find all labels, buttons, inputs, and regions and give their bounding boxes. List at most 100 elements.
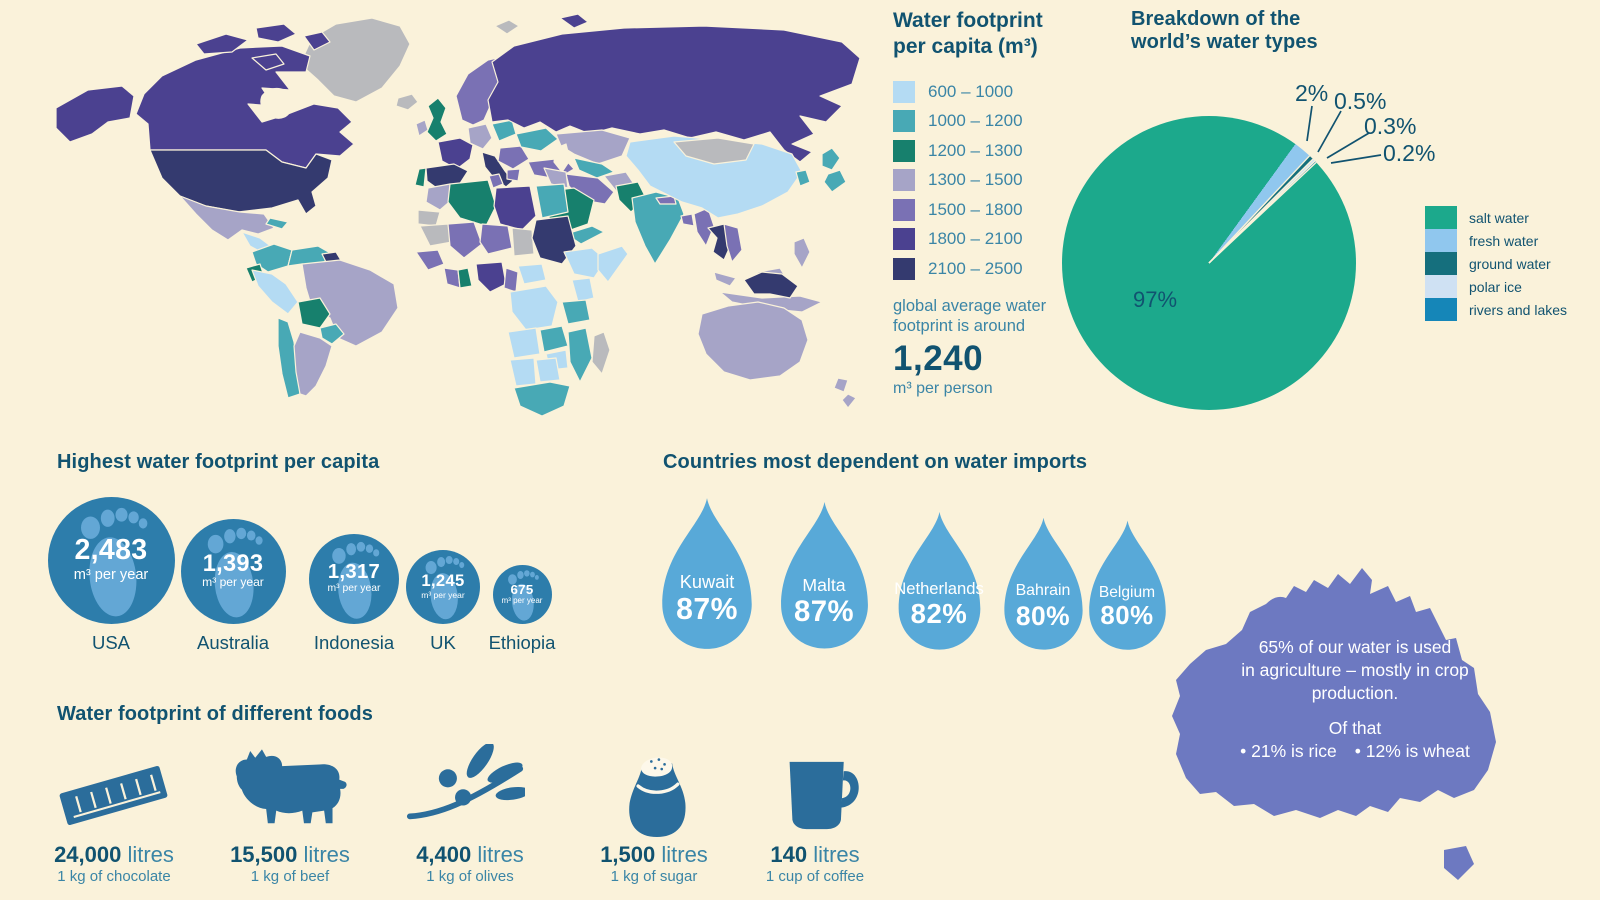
map-region-iceland — [395, 93, 419, 111]
map-region-vietnam — [723, 223, 743, 263]
legend-range-label: 1500 – 1800 — [928, 199, 1023, 219]
legend-range-label: 600 – 1000 — [928, 81, 1014, 101]
map-legend-title: Water footprint per capita (m³) — [893, 9, 1043, 58]
australia-fact-text: 65% of our water is used in agriculture … — [1210, 636, 1500, 763]
footprint-value: 1,245 — [421, 571, 465, 591]
map-region-angola — [507, 327, 541, 359]
map-region-mexico — [179, 195, 275, 241]
drop-country-label: Belgium — [1098, 584, 1156, 601]
map-region-greece — [506, 168, 521, 182]
food-value: 140 litres — [705, 842, 925, 868]
map-legend-item: 1800 – 2100 — [893, 225, 1123, 255]
map-average-note: global average water footprint is around — [893, 296, 1047, 336]
map-region-yemen-oman — [565, 225, 605, 245]
map-region-kenya — [571, 277, 595, 303]
australia-silhouette — [1172, 568, 1496, 880]
food-value-unit: litres — [807, 842, 860, 867]
map-region-balkans — [497, 145, 530, 170]
map-region-dr-congo — [509, 285, 559, 331]
map-region-mauritania — [419, 223, 453, 247]
drop-text: Belgium 80% — [1071, 584, 1184, 632]
legend-swatch — [893, 80, 915, 103]
cow-icon-svg — [235, 749, 347, 824]
map-region-egypt — [535, 183, 569, 219]
map-average-unit: m³ per person — [893, 379, 993, 397]
map-hudson-bay — [260, 87, 293, 119]
drop-text: Malta 87% — [762, 575, 887, 629]
coffee-mug-icon — [784, 758, 868, 833]
legend-swatch — [893, 198, 915, 221]
map-region-germany — [467, 123, 493, 150]
legend-range-label: 1000 – 1200 — [928, 111, 1023, 131]
chocolate-bar-icon — [57, 760, 170, 831]
footprint-value: 2,483 — [74, 534, 148, 567]
food-value-number: 24,000 — [54, 842, 122, 867]
food-value: 15,500 litres — [180, 842, 400, 868]
drop-text: Netherlands 82% — [880, 579, 999, 630]
map-region-iraq-syria — [543, 167, 569, 189]
food-caption: 1 cup of coffee — [765, 868, 865, 885]
pie-legend-swatch — [1425, 298, 1457, 321]
footprint-text: 1,393 m³ per year — [181, 551, 286, 590]
map-legend-item: 1000 – 1200 — [893, 107, 1123, 137]
map-region-iran — [565, 173, 615, 205]
map-region-portugal — [414, 167, 427, 188]
map-region-greenland — [299, 17, 411, 103]
map-region-malaysia — [713, 271, 737, 287]
map-region-svalbard — [494, 19, 520, 35]
pie-legend-swatch — [1425, 252, 1457, 275]
map-region-mali — [447, 221, 483, 259]
footprint-unit: m³ per year — [327, 583, 381, 595]
footprint-country-label: Australia — [197, 632, 269, 653]
pie-chart — [1062, 116, 1356, 410]
map-region-somalia — [597, 245, 629, 283]
pie-legend-label: rivers and lakes — [1469, 301, 1568, 318]
map-region-uk — [426, 97, 448, 142]
food-value-number: 140 — [770, 842, 808, 867]
drop-text: Bahrain 80% — [986, 582, 1101, 631]
pie-legend-swatch — [1425, 229, 1457, 252]
world-map-choropleth — [55, 13, 861, 417]
map-region-bangladesh — [680, 213, 695, 227]
map-region-mongolia — [673, 137, 755, 165]
map-region-ireland — [415, 119, 429, 137]
food-value-unit: litres — [297, 842, 350, 867]
pie-legend-label: polar ice — [1469, 278, 1522, 295]
food-value-unit: litres — [121, 842, 174, 867]
map-region-philippines — [793, 237, 811, 269]
map-region-india — [631, 191, 685, 265]
map-region-tunisia — [488, 173, 504, 189]
pie-legend-swatch — [1425, 206, 1457, 229]
map-region-argentina — [293, 331, 333, 397]
water-drop: Bahrain 80% — [998, 515, 1089, 653]
footprint-circle: 1,393 m³ per year — [180, 519, 286, 624]
drop-text: Kuwait 87% — [643, 572, 771, 628]
water-drop: Malta 87% — [774, 499, 875, 653]
pie-legend-label: ground water — [1469, 255, 1551, 272]
pie-legend-item: ground water — [1425, 252, 1567, 275]
footprint-value: 1,317 — [327, 561, 381, 583]
map-region-australia — [697, 301, 809, 381]
food-caption: 1 kg of sugar — [610, 868, 698, 885]
australia-bullet-rice: • 21% is rice — [1240, 741, 1337, 761]
map-region-niger — [479, 223, 513, 255]
pie-legend-label: salt water — [1469, 209, 1529, 226]
map-region-south-africa — [513, 381, 571, 417]
footprint-unit: m³ per year — [421, 589, 465, 600]
pie-chart-title: Breakdown of the world’s water types — [1131, 8, 1318, 53]
pie-legend-item: salt water — [1425, 206, 1567, 229]
footprint-circle: 1,245 m³ per year — [406, 550, 480, 624]
pie-callout-rivers-lakes: 0.2% — [1383, 140, 1436, 166]
footprint-unit: m³ per year — [501, 596, 543, 606]
cow-icon — [225, 746, 351, 830]
chocolate-bar-icon-svg — [59, 765, 168, 826]
australia-fact-bullets: • 21% is rice • 12% is wheat — [1210, 740, 1500, 763]
food-caption: 1 kg of chocolate — [57, 868, 171, 885]
pie-legend-item: fresh water — [1425, 229, 1567, 252]
drop-percentage: 87% — [793, 595, 855, 628]
drop-country-label: Bahrain — [1015, 582, 1071, 600]
map-region-central-african-rep — [517, 263, 547, 285]
drop-percentage: 80% — [1100, 601, 1154, 630]
coffee-mug-icon-svg — [789, 761, 859, 830]
footprint-text: 1,317 m³ per year — [309, 561, 399, 595]
